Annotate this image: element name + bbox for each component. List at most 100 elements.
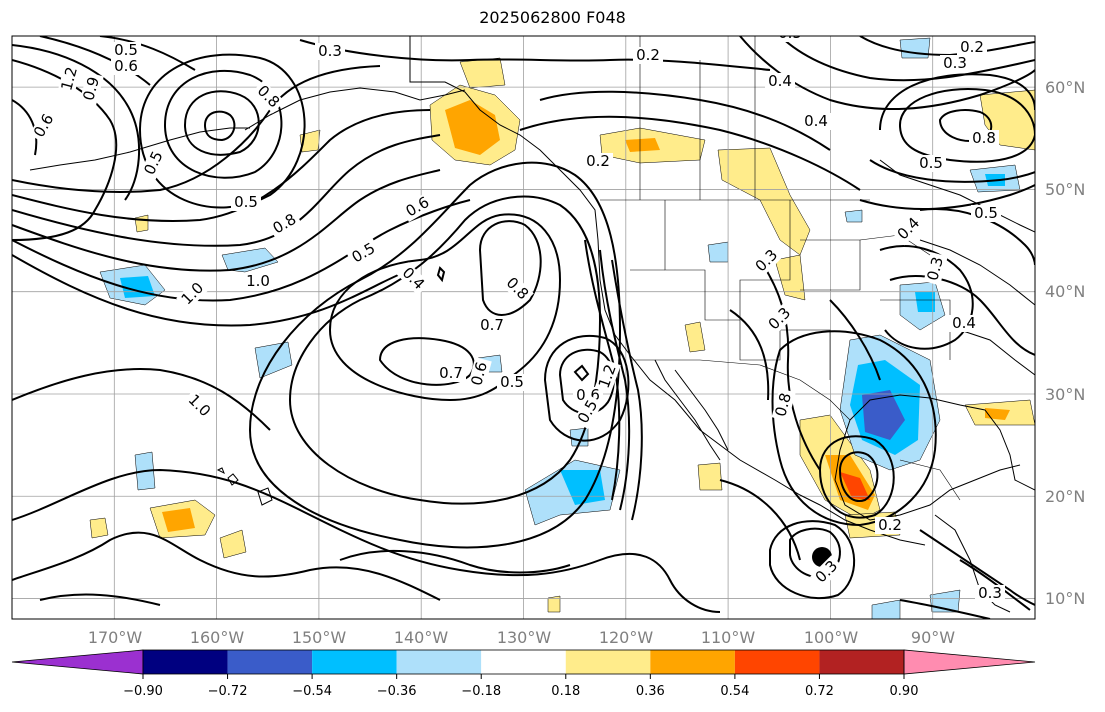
contour-line xyxy=(12,99,38,156)
contour-label-mask xyxy=(971,205,1001,222)
anomaly-shading xyxy=(89,37,1035,619)
contour-line xyxy=(818,435,895,519)
colorbar-extend-min xyxy=(11,649,144,675)
contour-line xyxy=(12,169,441,272)
contour-line xyxy=(12,468,721,613)
colorbar-tick-label: 0.90 xyxy=(890,684,919,699)
contour-label-mask xyxy=(892,212,926,246)
contour-label-mask xyxy=(810,555,844,589)
map-frame xyxy=(11,35,1036,620)
contour-label-mask xyxy=(231,194,261,211)
contour-label-mask xyxy=(243,273,273,290)
contour-line xyxy=(12,44,141,201)
contour-line xyxy=(838,451,879,502)
contour-label-mask xyxy=(940,55,970,72)
contour-value-label: 0.4 xyxy=(804,112,828,130)
shade-negative xyxy=(221,247,279,273)
lat-tick-label: 30°N xyxy=(1045,385,1085,404)
contour-label-mask xyxy=(79,72,104,106)
lat-tick-label: 10°N xyxy=(1045,589,1085,608)
contour-line xyxy=(719,479,801,561)
contour-label-mask xyxy=(969,130,999,147)
colorbar-tick-label: −0.18 xyxy=(461,684,501,699)
colorbar-tick-label: 0.72 xyxy=(805,684,834,699)
shade-positive xyxy=(89,517,109,539)
contour-line xyxy=(248,161,622,549)
lon-tick-label: 100°W xyxy=(804,628,859,647)
shade-positive xyxy=(445,100,500,155)
colorbar-swatch xyxy=(143,650,228,674)
island-hawaii xyxy=(227,473,239,486)
contour-labels: 0.50.61.20.90.3 0.20.50.40.30.20.60.50.80… xyxy=(29,36,1005,602)
contour-line xyxy=(519,115,861,191)
contour-label-mask xyxy=(467,357,492,391)
shade-negative xyxy=(871,599,901,619)
colorbar-swatch xyxy=(396,650,482,674)
contour-label-mask xyxy=(875,517,905,534)
colorbar-outline xyxy=(142,649,905,675)
border-segment xyxy=(800,239,861,291)
contour-label-mask xyxy=(633,47,663,64)
contour-line xyxy=(599,249,631,511)
contour-value-label: 0.3 xyxy=(943,54,967,72)
contour-label-mask xyxy=(583,153,613,170)
contour-label-mask xyxy=(111,58,141,75)
contour-line xyxy=(899,599,991,619)
contour-label-mask xyxy=(923,252,948,286)
contour-label-mask xyxy=(176,277,210,311)
contour-line xyxy=(769,520,856,600)
contour-value-label: 0.4 xyxy=(952,314,976,332)
contour-value-label: 1.2 xyxy=(57,65,81,93)
latitude-axis: 10°N 20°N 30°N 40°N 50°N 60°N xyxy=(1045,78,1085,608)
border-segment xyxy=(630,359,851,421)
contour-label-mask xyxy=(182,389,216,423)
contour-value-label: 0.2 xyxy=(636,46,660,64)
contour-value-label: 0.9 xyxy=(79,75,103,103)
contour-label-mask xyxy=(594,359,621,394)
contour-label-mask xyxy=(763,302,797,336)
contour-label-mask xyxy=(139,145,168,181)
colorbar-ticks: −0.90 −0.72 −0.54 −0.36 −0.18 0.18 0.36 0.54 0.7… xyxy=(123,674,918,699)
contour-value-label: 0.8 xyxy=(972,129,996,147)
shade-positive xyxy=(219,529,247,559)
contour-line xyxy=(919,529,1035,606)
colorbar-swatch xyxy=(819,650,904,674)
shade-negative xyxy=(707,241,729,263)
coastline-segment xyxy=(834,419,1021,521)
colorbar-swatches xyxy=(11,649,1036,675)
contour-line xyxy=(99,36,196,71)
shade-positive xyxy=(547,595,561,613)
contour-line xyxy=(889,275,1035,356)
contour-value-label: 0.5 xyxy=(114,41,138,59)
island-hawaii xyxy=(257,487,273,506)
contour-value-label: 0.2 xyxy=(586,152,610,170)
contour-value-label: 0.2 xyxy=(960,38,984,56)
lon-tick-label: 160°W xyxy=(190,628,245,647)
contour-label-mask xyxy=(771,388,796,422)
colorbar-swatch xyxy=(650,650,735,674)
contour-label-mask xyxy=(500,272,534,306)
shade-positive xyxy=(625,138,660,152)
contour-value-label: 0.5 xyxy=(919,154,943,172)
contour-label-mask xyxy=(396,262,430,296)
coastline-segment xyxy=(409,36,926,546)
contour-line xyxy=(779,36,1035,82)
contour-label-mask xyxy=(57,62,82,96)
lon-tick-label: 120°W xyxy=(599,628,654,647)
map-panel: 0.50.61.20.90.3 0.20.50.40.30.20.60.50.80… xyxy=(12,36,1035,619)
contour-line xyxy=(378,337,475,386)
lat-tick-label: 50°N xyxy=(1045,180,1085,199)
contour-label-mask xyxy=(916,155,946,172)
colorbar-swatch xyxy=(565,650,651,674)
contour-line xyxy=(478,220,542,316)
coastline-segment xyxy=(934,514,1011,613)
contour-line xyxy=(859,184,1035,211)
contour-label-mask xyxy=(775,36,805,42)
contour-line xyxy=(829,299,881,381)
shade-positive xyxy=(697,462,723,491)
contour-label-mask xyxy=(251,80,285,114)
contour-line xyxy=(543,334,630,442)
lon-tick-label: 90°W xyxy=(911,628,955,647)
contour-line xyxy=(12,531,441,601)
